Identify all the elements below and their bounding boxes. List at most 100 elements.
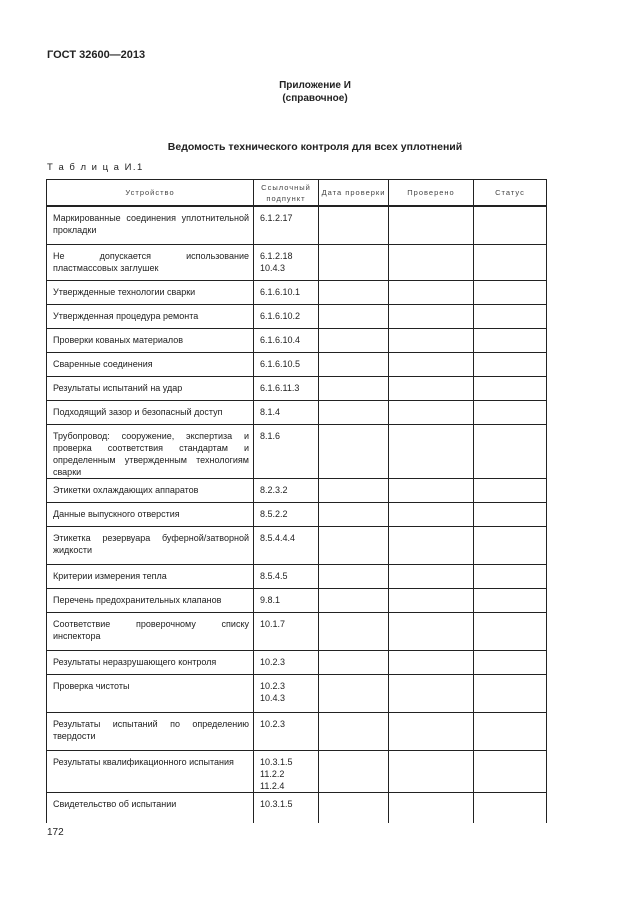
column-header: Проверено [388,179,474,207]
status-cell[interactable] [473,563,547,589]
date-cell[interactable] [318,423,389,479]
column-header: Дата проверки [318,179,389,207]
date-cell[interactable] [318,749,389,793]
checked-by-cell[interactable] [388,423,474,479]
checked-by-cell[interactable] [388,611,474,651]
table-row: Этикетки охлаждающих аппаратов 8.2.3.2 [46,477,547,503]
checked-by-cell[interactable] [388,205,474,245]
reference-cell: 6.1.6.10.1 [253,279,319,305]
checked-by-cell[interactable] [388,303,474,329]
date-cell[interactable] [318,711,389,751]
status-cell[interactable] [473,611,547,651]
reference-cell: 10.3.1.5 [253,791,319,823]
table-row: Соответствие проверочному списку инспект… [46,611,547,651]
status-cell[interactable] [473,351,547,377]
table-row: Трубопровод: сооружение, экспертиза и пр… [46,423,547,479]
status-cell[interactable] [473,243,547,281]
checked-by-cell[interactable] [388,649,474,675]
status-cell[interactable] [473,649,547,675]
date-cell[interactable] [318,501,389,527]
reference-cell: 8.1.4 [253,399,319,425]
table-header-row: Устройство Ссылочный подпункт Дата прове… [46,179,547,207]
date-cell[interactable] [318,399,389,425]
status-cell[interactable] [473,501,547,527]
checked-by-cell[interactable] [388,587,474,613]
checked-by-cell[interactable] [388,477,474,503]
checked-by-cell[interactable] [388,673,474,713]
device-cell: Результаты неразрушающего контроля [46,649,254,675]
device-cell: Утвержденная процедура ремонта [46,303,254,329]
checked-by-cell[interactable] [388,563,474,589]
appendix-title: Приложение И [279,80,351,91]
device-cell: Критерии измерения тепла [46,563,254,589]
status-cell[interactable] [473,303,547,329]
device-cell: Соответствие проверочному списку инспект… [46,611,254,651]
table-row: Данные выпускного отверстия 8.5.2.2 [46,501,547,527]
date-cell[interactable] [318,279,389,305]
status-cell[interactable] [473,749,547,793]
status-cell[interactable] [473,399,547,425]
date-cell[interactable] [318,791,389,823]
date-cell[interactable] [318,303,389,329]
reference-cell: 6.1.6.10.5 [253,351,319,377]
reference-cell: 8.5.4.4.4 [253,525,319,565]
status-cell[interactable] [473,791,547,823]
device-cell: Перечень предохранительных клапанов [46,587,254,613]
reference-cell: 10.2.3 [253,649,319,675]
checked-by-cell[interactable] [388,351,474,377]
table-row: Утвержденная процедура ремонта 6.1.6.10.2 [46,303,547,329]
date-cell[interactable] [318,477,389,503]
date-cell[interactable] [318,587,389,613]
checked-by-cell[interactable] [388,711,474,751]
reference-cell: 6.1.6.10.4 [253,327,319,353]
checked-by-cell[interactable] [388,243,474,281]
device-cell: Проверка чистоты [46,673,254,713]
table-row: Результаты испытаний по определению твер… [46,711,547,751]
table-row: Этикетка резервуара буферной/затворной ж… [46,525,547,565]
checked-by-cell[interactable] [388,525,474,565]
status-cell[interactable] [473,205,547,245]
reference-cell: 10.1.7 [253,611,319,651]
checked-by-cell[interactable] [388,749,474,793]
device-cell: Свидетельство об испытании [46,791,254,823]
status-cell[interactable] [473,327,547,353]
date-cell[interactable] [318,243,389,281]
checked-by-cell[interactable] [388,501,474,527]
device-cell: Маркированные соединения уплотнительной … [46,205,254,245]
status-cell[interactable] [473,525,547,565]
document-header: ГОСТ 32600—2013 [47,49,146,61]
status-cell[interactable] [473,711,547,751]
reference-cell: 10.3.1.5 11.2.2 11.2.4 [253,749,319,793]
column-header: Ссылочный подпункт [253,179,319,207]
appendix-heading: Приложение И (справочное) [0,79,630,105]
status-cell[interactable] [473,673,547,713]
status-cell[interactable] [473,587,547,613]
date-cell[interactable] [318,351,389,377]
checked-by-cell[interactable] [388,791,474,823]
date-cell[interactable] [318,611,389,651]
date-cell[interactable] [318,327,389,353]
reference-cell: 9.8.1 [253,587,319,613]
status-cell[interactable] [473,423,547,479]
date-cell[interactable] [318,525,389,565]
device-cell: Трубопровод: сооружение, экспертиза и пр… [46,423,254,479]
reference-cell: 6.1.2.18 10.4.3 [253,243,319,281]
checked-by-cell[interactable] [388,399,474,425]
device-cell: Утвержденные технологии сварки [46,279,254,305]
checked-by-cell[interactable] [388,375,474,401]
column-header: Статус [473,179,547,207]
date-cell[interactable] [318,649,389,675]
date-cell[interactable] [318,563,389,589]
date-cell[interactable] [318,673,389,713]
table-caption: Т а б л и ц а И.1 [47,162,144,173]
date-cell[interactable] [318,205,389,245]
reference-cell: 6.1.2.17 [253,205,319,245]
status-cell[interactable] [473,477,547,503]
checked-by-cell[interactable] [388,279,474,305]
table-row: Результаты испытаний на удар 6.1.6.11.3 [46,375,547,401]
status-cell[interactable] [473,375,547,401]
checked-by-cell[interactable] [388,327,474,353]
device-cell: Не допускается использование пластмассов… [46,243,254,281]
date-cell[interactable] [318,375,389,401]
status-cell[interactable] [473,279,547,305]
